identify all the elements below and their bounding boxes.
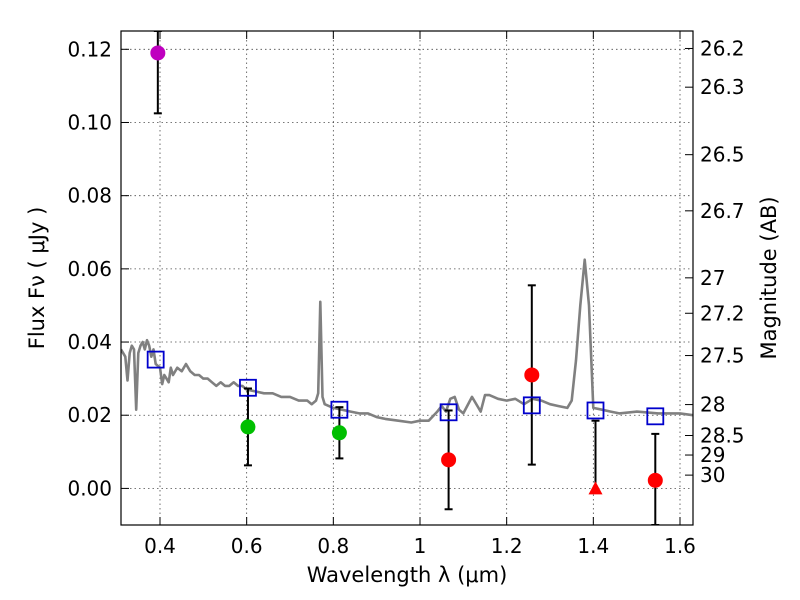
y-tick-label: 0.04 xyxy=(67,330,112,354)
grid-lines xyxy=(121,31,693,525)
magnitude-tick-label: 26.7 xyxy=(700,199,745,223)
data-series xyxy=(121,31,693,525)
x-tick-label: 1.2 xyxy=(491,534,523,558)
magnitude-tick-label: 30 xyxy=(700,463,725,487)
y-axis-title: Flux Fν ( μJy ) xyxy=(25,207,49,350)
magnitude-tick-label: 27 xyxy=(700,266,725,290)
y-tick-label: 0.00 xyxy=(67,476,112,500)
magnitude-tick-label: 29 xyxy=(700,443,725,467)
upper-limit-marker xyxy=(588,481,603,495)
axis-ticks: 0.4 0.6 0.8 1 1.2 1.4 1.6 0.00 0.02 0.04 0.06 0.08 0… xyxy=(67,31,745,558)
model-sed-line xyxy=(121,258,693,424)
observed-blue-point xyxy=(150,45,166,61)
observed-green-point xyxy=(240,419,256,435)
magnitude-axis-title: Magnitude (AB) xyxy=(757,196,781,359)
magnitude-tick-label: 26.3 xyxy=(700,75,745,99)
model-photometry-square xyxy=(146,350,165,369)
y-tick-label: 0.06 xyxy=(67,257,112,281)
x-axis-title: Wavelength λ (μm) xyxy=(307,563,508,587)
model-photometry-square xyxy=(239,378,257,397)
magnitude-tick-label: 26.5 xyxy=(700,143,745,167)
magnitude-tick-label: 28.5 xyxy=(700,424,745,448)
y-tick-label: 0.02 xyxy=(67,403,112,427)
x-tick-label: 0.6 xyxy=(231,534,263,558)
x-tick-label: 0.4 xyxy=(144,534,176,558)
observed-red-point xyxy=(647,472,663,488)
model-photometry-square xyxy=(522,396,541,415)
model-photometry-square xyxy=(439,403,458,422)
model-photometry-square xyxy=(586,401,605,420)
plot-frame xyxy=(120,30,694,526)
y-tick-label: 0.08 xyxy=(67,184,112,208)
magnitude-tick-label: 27.5 xyxy=(700,344,745,368)
x-tick-label: 1.6 xyxy=(664,534,696,558)
x-tick-label: 1 xyxy=(414,534,427,558)
x-tick-label: 1.4 xyxy=(577,534,609,558)
model-photometry-square xyxy=(330,400,349,419)
magnitude-tick-label: 28 xyxy=(700,393,725,417)
observed-red-point xyxy=(524,367,540,383)
magnitude-tick-label: 26.2 xyxy=(700,36,745,60)
observed-green-point xyxy=(331,425,347,441)
observed-red-point xyxy=(441,452,457,468)
y-tick-label: 0.12 xyxy=(67,37,112,61)
model-photometry-square xyxy=(646,407,665,426)
x-tick-label: 0.8 xyxy=(317,534,349,558)
y-tick-label: 0.10 xyxy=(67,110,112,134)
magnitude-tick-label: 27.2 xyxy=(700,301,745,325)
